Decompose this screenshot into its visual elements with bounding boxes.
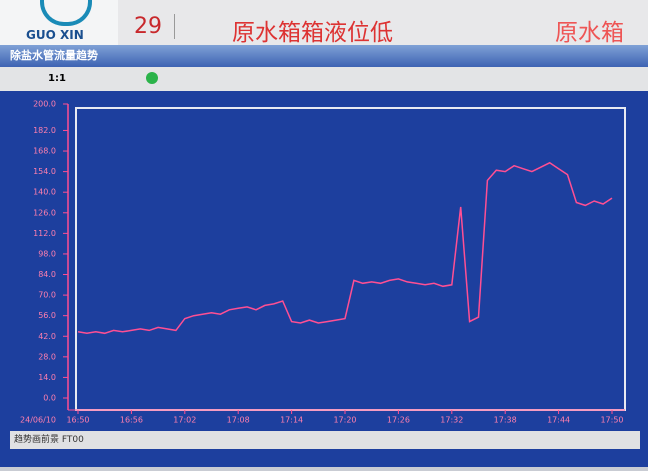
y-tick-label: 14.0: [38, 373, 56, 382]
x-tick-label: 17:50: [600, 416, 623, 425]
y-tick-label: 0.0: [43, 394, 56, 403]
chart: 0.0 14.0 28.0 42.0 56.0 70.0 84.0 98.0 112.0 126.…: [20, 100, 626, 425]
y-tick-label: 98.0: [38, 249, 56, 258]
y-tick-label: 56.0: [38, 311, 56, 320]
trend-window: 除盐水管流量趋势 1:1 0.0 14.0 28.0 42.0 56.0 70.0 84.0…: [0, 45, 648, 467]
y-tick-label: 42.0: [38, 332, 56, 341]
y-tick-label: 200.0: [33, 100, 56, 109]
toolbar: 1:1: [0, 67, 648, 91]
logo: GUO XIN: [0, 0, 118, 45]
y-tick-label: 84.0: [38, 270, 56, 279]
status-bar: 趋势画前景 FT00: [10, 431, 640, 449]
x-tick-label: 17:38: [494, 416, 517, 425]
alarm-text: 原水箱箱液位低: [232, 20, 393, 46]
y-tick-label: 182.0: [33, 126, 56, 135]
logo-mark: [40, 0, 92, 26]
trend-line: [77, 161, 613, 335]
x-tick-label: 17:44: [547, 416, 570, 425]
alarm-number: 29: [122, 14, 175, 39]
y-tick-label: 70.0: [38, 291, 56, 300]
alarm-header: GUO XIN 29 原水箱箱液位低 原水箱: [0, 0, 648, 46]
x-tick-label: 16:50: [66, 416, 89, 425]
x-tick-label: 17:02: [173, 416, 196, 425]
tool-icon[interactable]: [146, 72, 158, 84]
y-tick-label: 126.0: [33, 208, 56, 217]
logo-text: GUO XIN: [26, 28, 84, 42]
plot-frame: [75, 107, 626, 411]
x-tick-label: 16:56: [120, 416, 143, 425]
alarm-tag: 原水箱: [555, 20, 624, 46]
x-tick-label: 17:08: [227, 416, 250, 425]
x-tick-label: 17:26: [387, 416, 410, 425]
x-tick-label: 17:32: [440, 416, 463, 425]
y-tick-label: 168.0: [33, 147, 56, 156]
title-bar: 除盐水管流量趋势: [0, 45, 648, 67]
y-tick-label: 28.0: [38, 352, 56, 361]
y-tick-label: 112.0: [33, 229, 56, 238]
y-tick-label: 154.0: [33, 167, 56, 176]
y-tick-label: 140.0: [33, 188, 56, 197]
zoom-button[interactable]: 1:1: [48, 73, 66, 84]
x-date-label: 24/06/10: [20, 416, 56, 425]
x-tick-label: 17:20: [333, 416, 356, 425]
x-tick-label: 17:14: [280, 416, 303, 425]
